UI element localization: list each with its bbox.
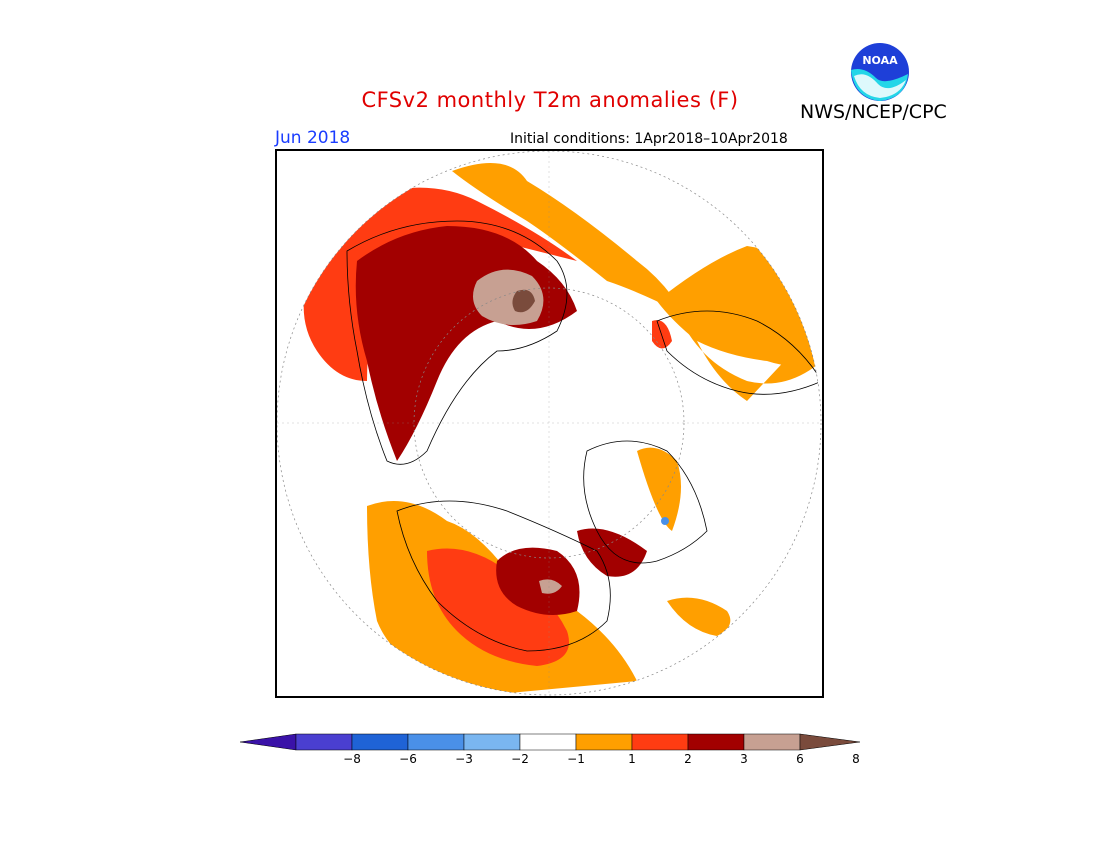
colorbar-segment bbox=[295, 733, 353, 751]
colorbar-segment bbox=[743, 733, 801, 751]
colorbar-segment bbox=[351, 733, 409, 751]
map-title: CFSv2 monthly T2m anomalies (F) bbox=[361, 88, 739, 112]
agency-label: NWS/NCEP/CPC bbox=[800, 101, 947, 123]
coastline-siberia bbox=[656, 310, 821, 395]
anomaly-6-8-canada bbox=[539, 579, 562, 594]
coastline-greenland bbox=[346, 220, 568, 465]
anomaly-3-6-canada bbox=[496, 547, 580, 615]
svg-text:NOAA: NOAA bbox=[862, 54, 898, 67]
anomaly-2-3-north-america bbox=[427, 548, 569, 666]
anomaly-6-8-greenland bbox=[473, 269, 544, 325]
colorbar-segment bbox=[463, 733, 521, 751]
anomaly-2-3-greenland-rim bbox=[303, 187, 577, 381]
colorbar-tick-label: −6 bbox=[399, 752, 417, 766]
colorbar-tick-label: −3 bbox=[455, 752, 473, 766]
colorbar-tick-label: 2 bbox=[684, 752, 692, 766]
forecast-month: Jun 2018 bbox=[275, 128, 351, 148]
colorbar-arrow-right bbox=[799, 733, 860, 751]
colorbar bbox=[240, 733, 860, 751]
anomaly-2-3-kamchatka bbox=[652, 320, 672, 349]
colorbar-tick-label: −2 bbox=[511, 752, 529, 766]
anomaly-1-2-eurasia bbox=[452, 163, 821, 401]
colorbar-segment bbox=[407, 733, 465, 751]
initial-conditions: Initial conditions: 1Apr2018–10Apr2018 bbox=[510, 131, 788, 147]
anomaly-cool-spot bbox=[661, 517, 669, 525]
colorbar-segment bbox=[519, 733, 577, 751]
colorbar-tick-label: 8 bbox=[852, 752, 860, 766]
polar-map bbox=[276, 150, 822, 696]
colorbar-tick-label: 1 bbox=[628, 752, 636, 766]
colorbar-arrow-left bbox=[240, 733, 297, 751]
coastline-eurasia bbox=[583, 440, 708, 564]
anomaly-3-6-europe bbox=[577, 528, 647, 577]
anomaly-8-plus-greenland bbox=[512, 289, 535, 313]
anomaly-1-2-europe-east bbox=[667, 597, 731, 636]
colorbar-tick-label: 3 bbox=[740, 752, 748, 766]
colorbar-tick-label: 6 bbox=[796, 752, 804, 766]
colorbar-segment bbox=[575, 733, 633, 751]
noaa-logo: NOAA bbox=[849, 41, 911, 103]
colorbar-tick-label: −1 bbox=[567, 752, 585, 766]
anomaly-1-2-russia-south bbox=[637, 447, 681, 531]
colorbar-segment bbox=[631, 733, 689, 751]
map-frame bbox=[275, 149, 824, 698]
colorbar-segment bbox=[687, 733, 745, 751]
colorbar-tick-label: −8 bbox=[343, 752, 361, 766]
coastline-north-america bbox=[396, 500, 611, 652]
